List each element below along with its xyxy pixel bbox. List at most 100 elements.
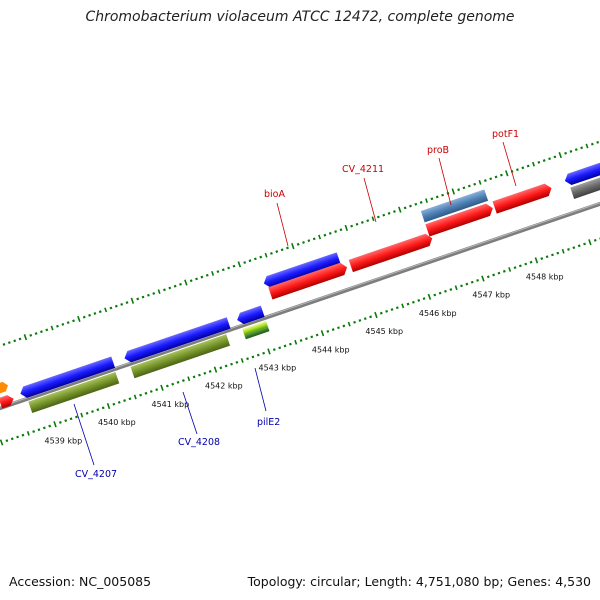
gene-bioa-red (268, 262, 348, 300)
tick-outer (152, 292, 156, 295)
footer-stats: Topology: circular; Length: 4,751,080 bp… (247, 574, 591, 589)
tick-outer (585, 143, 589, 149)
scale-label: 4544 kbp (312, 345, 350, 354)
tick-inner (551, 253, 554, 257)
page-title: Chromobacterium violaceum ATCC 12472, co… (85, 9, 515, 25)
gene-label-pile2-group: pilE2 (254, 367, 280, 428)
tick-outer (500, 173, 503, 177)
tick-outer (173, 284, 177, 288)
tick-outer (114, 304, 118, 308)
gene-potf1-red (492, 183, 552, 214)
tick-inner (299, 339, 303, 342)
tick-inner (176, 380, 180, 384)
tick-outer (457, 188, 461, 192)
tick-inner (256, 353, 260, 357)
tick-inner (251, 355, 255, 359)
tick-inner (106, 402, 111, 410)
tick-outer (211, 271, 215, 276)
gene-pile2-blue (237, 305, 265, 325)
tick-inner (588, 239, 592, 246)
genome-backbone-highlight (0, 182, 600, 422)
gene-label-bioa[interactable]: bioA (264, 189, 285, 200)
tick-inner (406, 302, 410, 306)
tick-inner (481, 275, 485, 282)
tick-inner (75, 415, 78, 419)
tick-inner (133, 394, 137, 400)
tick-outer (441, 193, 444, 197)
tick-inner (37, 428, 41, 432)
tick-outer (409, 204, 412, 208)
gene-left-red-fragment (0, 395, 14, 409)
gene-label-cv4208[interactable]: CV_4208 (178, 437, 220, 448)
tick-outer (430, 197, 434, 201)
tick-outer (179, 282, 182, 286)
tick-inner (272, 348, 276, 351)
tick-inner (417, 299, 421, 302)
tick-inner (320, 330, 325, 337)
tick-inner (460, 284, 463, 288)
tick-inner (395, 306, 399, 310)
tick-inner (508, 267, 512, 272)
tick-outer (56, 324, 59, 328)
tick-inner (123, 399, 126, 402)
tick-outer (553, 155, 557, 159)
tick-inner (80, 412, 84, 418)
tick-inner (427, 293, 432, 300)
tick-inner (422, 297, 426, 301)
gene-prob-red (425, 203, 493, 237)
gene-label-cv4211[interactable]: CV_4211 (342, 164, 384, 175)
tick-outer (574, 148, 578, 152)
gene-right-blue (564, 162, 600, 186)
tick-outer (580, 146, 584, 150)
tick-outer (435, 195, 439, 199)
tick-inner (411, 300, 415, 304)
tick-inner (502, 269, 506, 273)
tick-inner (497, 271, 501, 275)
tick-outer (393, 210, 396, 213)
gene-prob-steelblue (420, 189, 489, 223)
tick-outer (221, 268, 225, 272)
tick-inner (187, 376, 191, 382)
tick-outer (259, 255, 263, 259)
gene-label-potf1[interactable]: potF1 (492, 129, 519, 140)
tick-outer (334, 230, 338, 233)
tick-inner (203, 371, 207, 375)
tick-outer (558, 151, 562, 159)
tick-inner (524, 262, 528, 266)
tick-inner (208, 370, 212, 373)
tick-outer (467, 184, 471, 188)
gene-label-pile2[interactable]: pilE2 (257, 417, 280, 428)
tick-inner (288, 342, 292, 346)
tick-outer (163, 288, 166, 292)
tick-inner (53, 421, 57, 428)
tick-outer (93, 312, 97, 315)
gene-label-bioa-group: bioA (264, 189, 289, 247)
tick-inner (593, 238, 597, 242)
scale-label: 4540 kbp (98, 418, 136, 427)
tick-inner (112, 402, 116, 406)
tick-inner (486, 275, 490, 279)
tick-inner (454, 285, 458, 291)
tick-inner (444, 289, 447, 293)
tick-inner (139, 393, 143, 397)
tick-outer (569, 150, 573, 153)
tick-outer (200, 275, 204, 279)
tick-inner (342, 324, 346, 328)
tick-inner (101, 406, 105, 410)
tick-inner (219, 366, 223, 370)
tick-outer (350, 224, 354, 228)
tick-outer (104, 307, 108, 313)
tick-outer (184, 279, 188, 286)
tick-outer (136, 297, 140, 301)
scale-label: 4546 kbp (419, 309, 457, 318)
tick-inner (353, 320, 356, 324)
tick-outer (72, 319, 75, 323)
tick-outer (489, 177, 493, 181)
gene-cv4208-blue (124, 317, 231, 363)
tick-outer (398, 206, 402, 213)
tick-inner (567, 248, 570, 251)
tick-inner (192, 375, 196, 379)
gene-label-prob[interactable]: proB (427, 145, 449, 156)
gene-label-cv4207[interactable]: CV_4207 (75, 469, 117, 480)
tick-outer (526, 164, 530, 168)
